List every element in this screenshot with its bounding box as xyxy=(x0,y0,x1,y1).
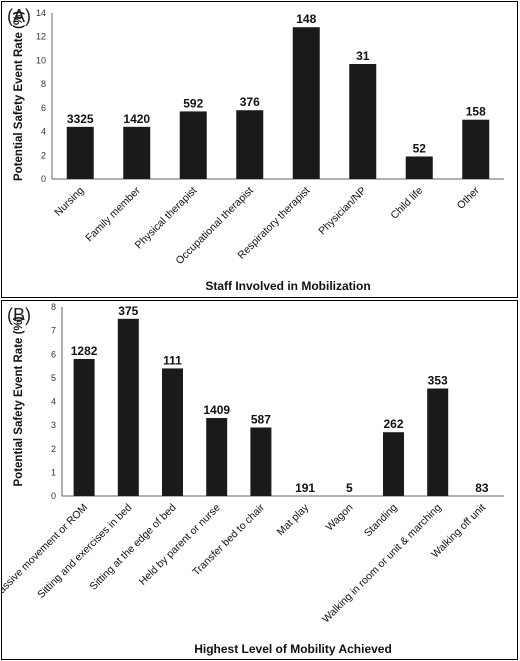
bar xyxy=(383,432,404,496)
y-tick-label: 3 xyxy=(51,420,56,430)
y-tick-label: 6 xyxy=(51,349,56,359)
category-label: Wagon xyxy=(324,502,356,534)
data-label: 1420 xyxy=(123,112,150,126)
panel-label: (B) xyxy=(7,305,31,325)
y-tick-label: 5 xyxy=(51,373,56,383)
data-label: 191 xyxy=(295,481,315,495)
data-label: 111 xyxy=(163,353,182,367)
category-label: Sitting at the edge of bed xyxy=(88,502,179,593)
bar xyxy=(292,27,320,179)
y-tick-label: 0 xyxy=(41,174,46,184)
bar xyxy=(427,388,449,496)
category-label: Nursing xyxy=(52,185,86,219)
x-axis-title: Staff Involved in Mobilization xyxy=(205,279,370,293)
bar xyxy=(206,418,228,496)
data-label: 158 xyxy=(466,105,486,119)
category-label: Other xyxy=(455,184,482,211)
data-label: 376 xyxy=(240,95,260,109)
chart-panel-b: (B) 0 1 2 3 4 5 6 7 8 1282 Passive movement or ROM 3… xyxy=(1,300,518,660)
y-tick-label: 12 xyxy=(36,32,46,42)
y-tick-label: 0 xyxy=(51,491,56,501)
bar xyxy=(250,427,272,496)
y-tick-label: 8 xyxy=(51,302,56,312)
chart-panel-a: (A) 0 2 4 6 8 10 12 14 3325 Nursing 1420 Family memb… xyxy=(1,1,518,298)
y-tick-label: 1 xyxy=(51,467,56,477)
data-label: 5 xyxy=(346,481,353,495)
bar xyxy=(349,63,377,179)
bar xyxy=(123,126,151,179)
y-axis-title: Potential Safety Event Rate (%) xyxy=(13,11,25,181)
y-tick-label: 14 xyxy=(36,8,46,18)
bar xyxy=(236,110,264,179)
bar xyxy=(73,358,95,496)
data-label: 1409 xyxy=(203,403,230,417)
chart-a-svg: (A) 0 2 4 6 8 10 12 14 3325 Nursing 1420 Family memb… xyxy=(7,6,504,293)
bar xyxy=(66,126,94,179)
bar xyxy=(162,368,183,496)
y-tick-label: 2 xyxy=(41,150,46,160)
category-label: Mat play xyxy=(275,501,312,538)
category-label: Physician/NP xyxy=(316,185,369,238)
category-label: Standing xyxy=(362,502,400,540)
bar xyxy=(179,111,207,179)
y-tick-label: 6 xyxy=(41,103,46,113)
data-label: 148 xyxy=(296,12,316,26)
y-tick-label: 4 xyxy=(41,127,46,137)
data-label: 52 xyxy=(413,141,427,155)
category-label: Family member xyxy=(83,184,143,244)
y-tick-label: 7 xyxy=(51,326,56,336)
data-label: 3325 xyxy=(67,112,94,126)
x-axis-title: Highest Level of Mobility Achieved xyxy=(194,642,392,656)
data-label: 31 xyxy=(356,49,370,63)
bar xyxy=(117,318,139,496)
y-tick-label: 10 xyxy=(36,55,46,65)
data-label: 587 xyxy=(251,412,271,426)
data-label: 262 xyxy=(383,417,403,431)
category-label: Held by parent or nurse xyxy=(137,502,223,588)
y-axis-title: Potential Safety Event Rate (%) xyxy=(13,316,25,486)
data-label: 592 xyxy=(183,96,203,110)
data-label: 83 xyxy=(475,481,489,495)
y-tick-label: 8 xyxy=(41,79,46,89)
panel-label: (A) xyxy=(7,6,31,26)
data-label: 375 xyxy=(118,304,138,318)
data-label: 1282 xyxy=(71,344,98,358)
bar xyxy=(405,156,433,179)
category-label: Child life xyxy=(388,185,425,222)
y-tick-label: 2 xyxy=(51,444,56,454)
bar xyxy=(462,119,490,179)
y-tick-label: 4 xyxy=(51,397,56,407)
data-label: 353 xyxy=(428,374,448,388)
